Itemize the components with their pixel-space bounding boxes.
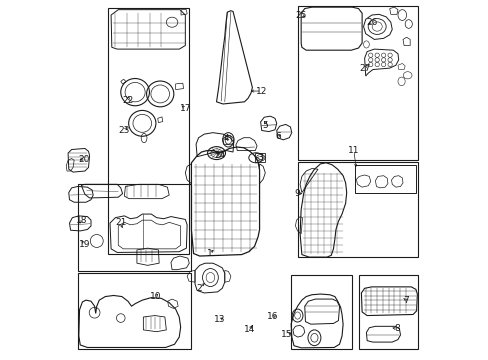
Text: 4: 4: [224, 134, 229, 143]
Bar: [78, 184, 190, 271]
Text: 23: 23: [119, 126, 130, 135]
Bar: [290, 275, 351, 348]
Text: 1: 1: [206, 249, 212, 258]
Bar: [298, 6, 418, 160]
Bar: [354, 165, 415, 193]
Text: 17: 17: [179, 104, 191, 113]
Text: 25: 25: [295, 10, 306, 19]
Text: 9: 9: [294, 189, 300, 198]
Bar: [359, 275, 418, 348]
Text: 14: 14: [243, 325, 254, 334]
Text: 11: 11: [347, 146, 359, 155]
Text: 6: 6: [275, 132, 281, 141]
Bar: [107, 8, 188, 253]
Text: 15: 15: [281, 330, 292, 339]
Text: 8: 8: [393, 324, 399, 333]
Text: 20: 20: [78, 155, 89, 164]
Text: 7: 7: [402, 296, 408, 305]
Text: 12: 12: [256, 86, 267, 95]
Text: 2: 2: [196, 284, 202, 293]
Text: 3: 3: [257, 153, 262, 162]
Text: 22: 22: [122, 96, 133, 105]
Text: 21: 21: [115, 218, 126, 227]
Bar: [298, 162, 418, 257]
Text: 27: 27: [359, 64, 370, 73]
Text: 13: 13: [213, 315, 224, 324]
Text: 26: 26: [366, 18, 377, 27]
Text: 18: 18: [76, 216, 87, 225]
Bar: [78, 273, 190, 348]
Text: 10: 10: [149, 292, 161, 301]
Text: 5: 5: [262, 121, 267, 130]
Text: 24: 24: [214, 151, 225, 160]
Text: 19: 19: [79, 240, 90, 249]
Text: 16: 16: [267, 312, 278, 321]
